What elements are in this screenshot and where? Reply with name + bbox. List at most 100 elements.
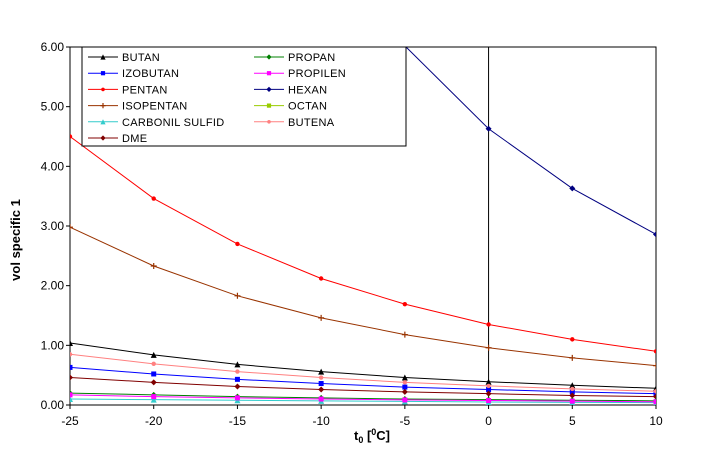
series-line bbox=[70, 377, 656, 398]
x-tick-label: -5 bbox=[400, 414, 411, 428]
legend-item: HEXAN bbox=[254, 84, 327, 96]
series-line bbox=[70, 398, 656, 404]
legend-item: IZOBUTAN bbox=[88, 68, 179, 80]
data-point bbox=[653, 349, 656, 354]
data-point bbox=[100, 71, 106, 76]
data-point bbox=[569, 354, 576, 361]
data-point bbox=[70, 224, 73, 231]
data-point bbox=[401, 388, 408, 395]
data-point bbox=[150, 379, 157, 386]
data-point bbox=[151, 361, 156, 367]
legend-label: ISOPENTAN bbox=[122, 101, 187, 113]
data-point bbox=[318, 396, 324, 402]
y-tick-label: 6.00 bbox=[41, 40, 65, 54]
data-point bbox=[318, 276, 324, 281]
x-tick-label: 5 bbox=[569, 414, 576, 428]
data-point bbox=[318, 375, 324, 380]
data-point bbox=[402, 384, 408, 390]
data-point bbox=[486, 383, 491, 389]
legend-item: PENTAN bbox=[88, 84, 168, 96]
y-axis-title: vol specific 1 bbox=[8, 199, 23, 281]
y-tick-label: 3.00 bbox=[41, 219, 65, 233]
x-tick-label: 0 bbox=[485, 414, 492, 428]
data-point bbox=[70, 396, 73, 403]
data-point bbox=[266, 86, 272, 92]
series-isopentan bbox=[70, 224, 656, 369]
data-point bbox=[318, 368, 325, 375]
data-point bbox=[266, 103, 272, 108]
data-point bbox=[234, 395, 240, 401]
data-point bbox=[151, 394, 157, 400]
legend-item: OCTAN bbox=[254, 101, 327, 113]
legend-label: BUTENA bbox=[288, 117, 335, 129]
data-point bbox=[234, 376, 240, 382]
data-point bbox=[570, 386, 575, 392]
data-point bbox=[318, 381, 324, 387]
data-point bbox=[150, 396, 157, 403]
data-point bbox=[401, 374, 408, 381]
data-point bbox=[70, 374, 73, 381]
data-point bbox=[653, 389, 656, 394]
y-tick-label: 0.00 bbox=[41, 398, 65, 412]
data-point bbox=[653, 399, 656, 405]
data-point bbox=[70, 364, 73, 370]
series-butena bbox=[70, 352, 656, 394]
data-point bbox=[101, 87, 105, 92]
y-tick-label: 2.00 bbox=[41, 279, 65, 293]
data-point bbox=[234, 292, 241, 299]
x-axis-title: t0 [0C] bbox=[354, 427, 390, 445]
legend-label: OCTAN bbox=[288, 101, 327, 113]
data-point bbox=[235, 369, 240, 374]
legend-label: DME bbox=[122, 133, 147, 145]
series-line bbox=[70, 392, 656, 402]
data-point bbox=[235, 241, 240, 247]
data-point bbox=[100, 119, 106, 125]
data-point bbox=[485, 390, 492, 397]
series-butan bbox=[70, 339, 656, 392]
data-point bbox=[151, 371, 157, 377]
series-dme bbox=[70, 374, 656, 400]
legend: BUTAN IZOBUTAN PENTAN ISOPENTAN CARBONIL SUL… bbox=[81, 46, 407, 147]
series-line bbox=[70, 353, 656, 392]
data-point bbox=[569, 185, 576, 192]
legend-label: PENTAN bbox=[122, 84, 168, 96]
y-tick-label: 4.00 bbox=[41, 159, 65, 173]
legend-label: BUTAN bbox=[122, 52, 160, 64]
legend-label: PROPILEN bbox=[288, 68, 346, 80]
x-tick-label: -10 bbox=[312, 414, 330, 428]
legend-item: BUTENA bbox=[254, 117, 335, 129]
axes: 0.00 1.00 2.00 3.00 4.00 5.00 6.00 -25 -20 -15 -10… bbox=[41, 40, 663, 428]
data-point bbox=[70, 352, 73, 357]
data-point bbox=[100, 103, 106, 109]
data-point bbox=[653, 393, 656, 400]
data-point bbox=[569, 382, 576, 389]
series-pentan bbox=[70, 134, 656, 354]
data-point bbox=[150, 262, 157, 269]
legend-box bbox=[81, 46, 407, 147]
data-point bbox=[486, 322, 491, 327]
data-point bbox=[70, 392, 73, 398]
data-point bbox=[267, 120, 271, 124]
legend-item: PROPAN bbox=[254, 52, 335, 64]
data-point bbox=[318, 314, 325, 321]
data-point bbox=[653, 231, 656, 238]
legend-item: BUTAN bbox=[88, 52, 160, 64]
series-hexan bbox=[403, 47, 656, 238]
data-point bbox=[318, 386, 325, 393]
data-point bbox=[402, 380, 408, 385]
data-point bbox=[485, 378, 492, 385]
data-point bbox=[100, 135, 106, 141]
data-point bbox=[401, 331, 408, 338]
data-point bbox=[402, 301, 408, 307]
legend-item: DME bbox=[88, 133, 147, 145]
data-point bbox=[485, 344, 492, 351]
series-propilen bbox=[70, 392, 656, 405]
data-point bbox=[150, 351, 157, 358]
legend-label: CARBONIL SULFID bbox=[122, 117, 225, 129]
y-tick-label: 5.00 bbox=[41, 100, 65, 114]
series-line bbox=[70, 342, 656, 389]
data-point bbox=[266, 71, 272, 76]
series-group bbox=[70, 47, 656, 405]
data-point bbox=[569, 392, 576, 399]
